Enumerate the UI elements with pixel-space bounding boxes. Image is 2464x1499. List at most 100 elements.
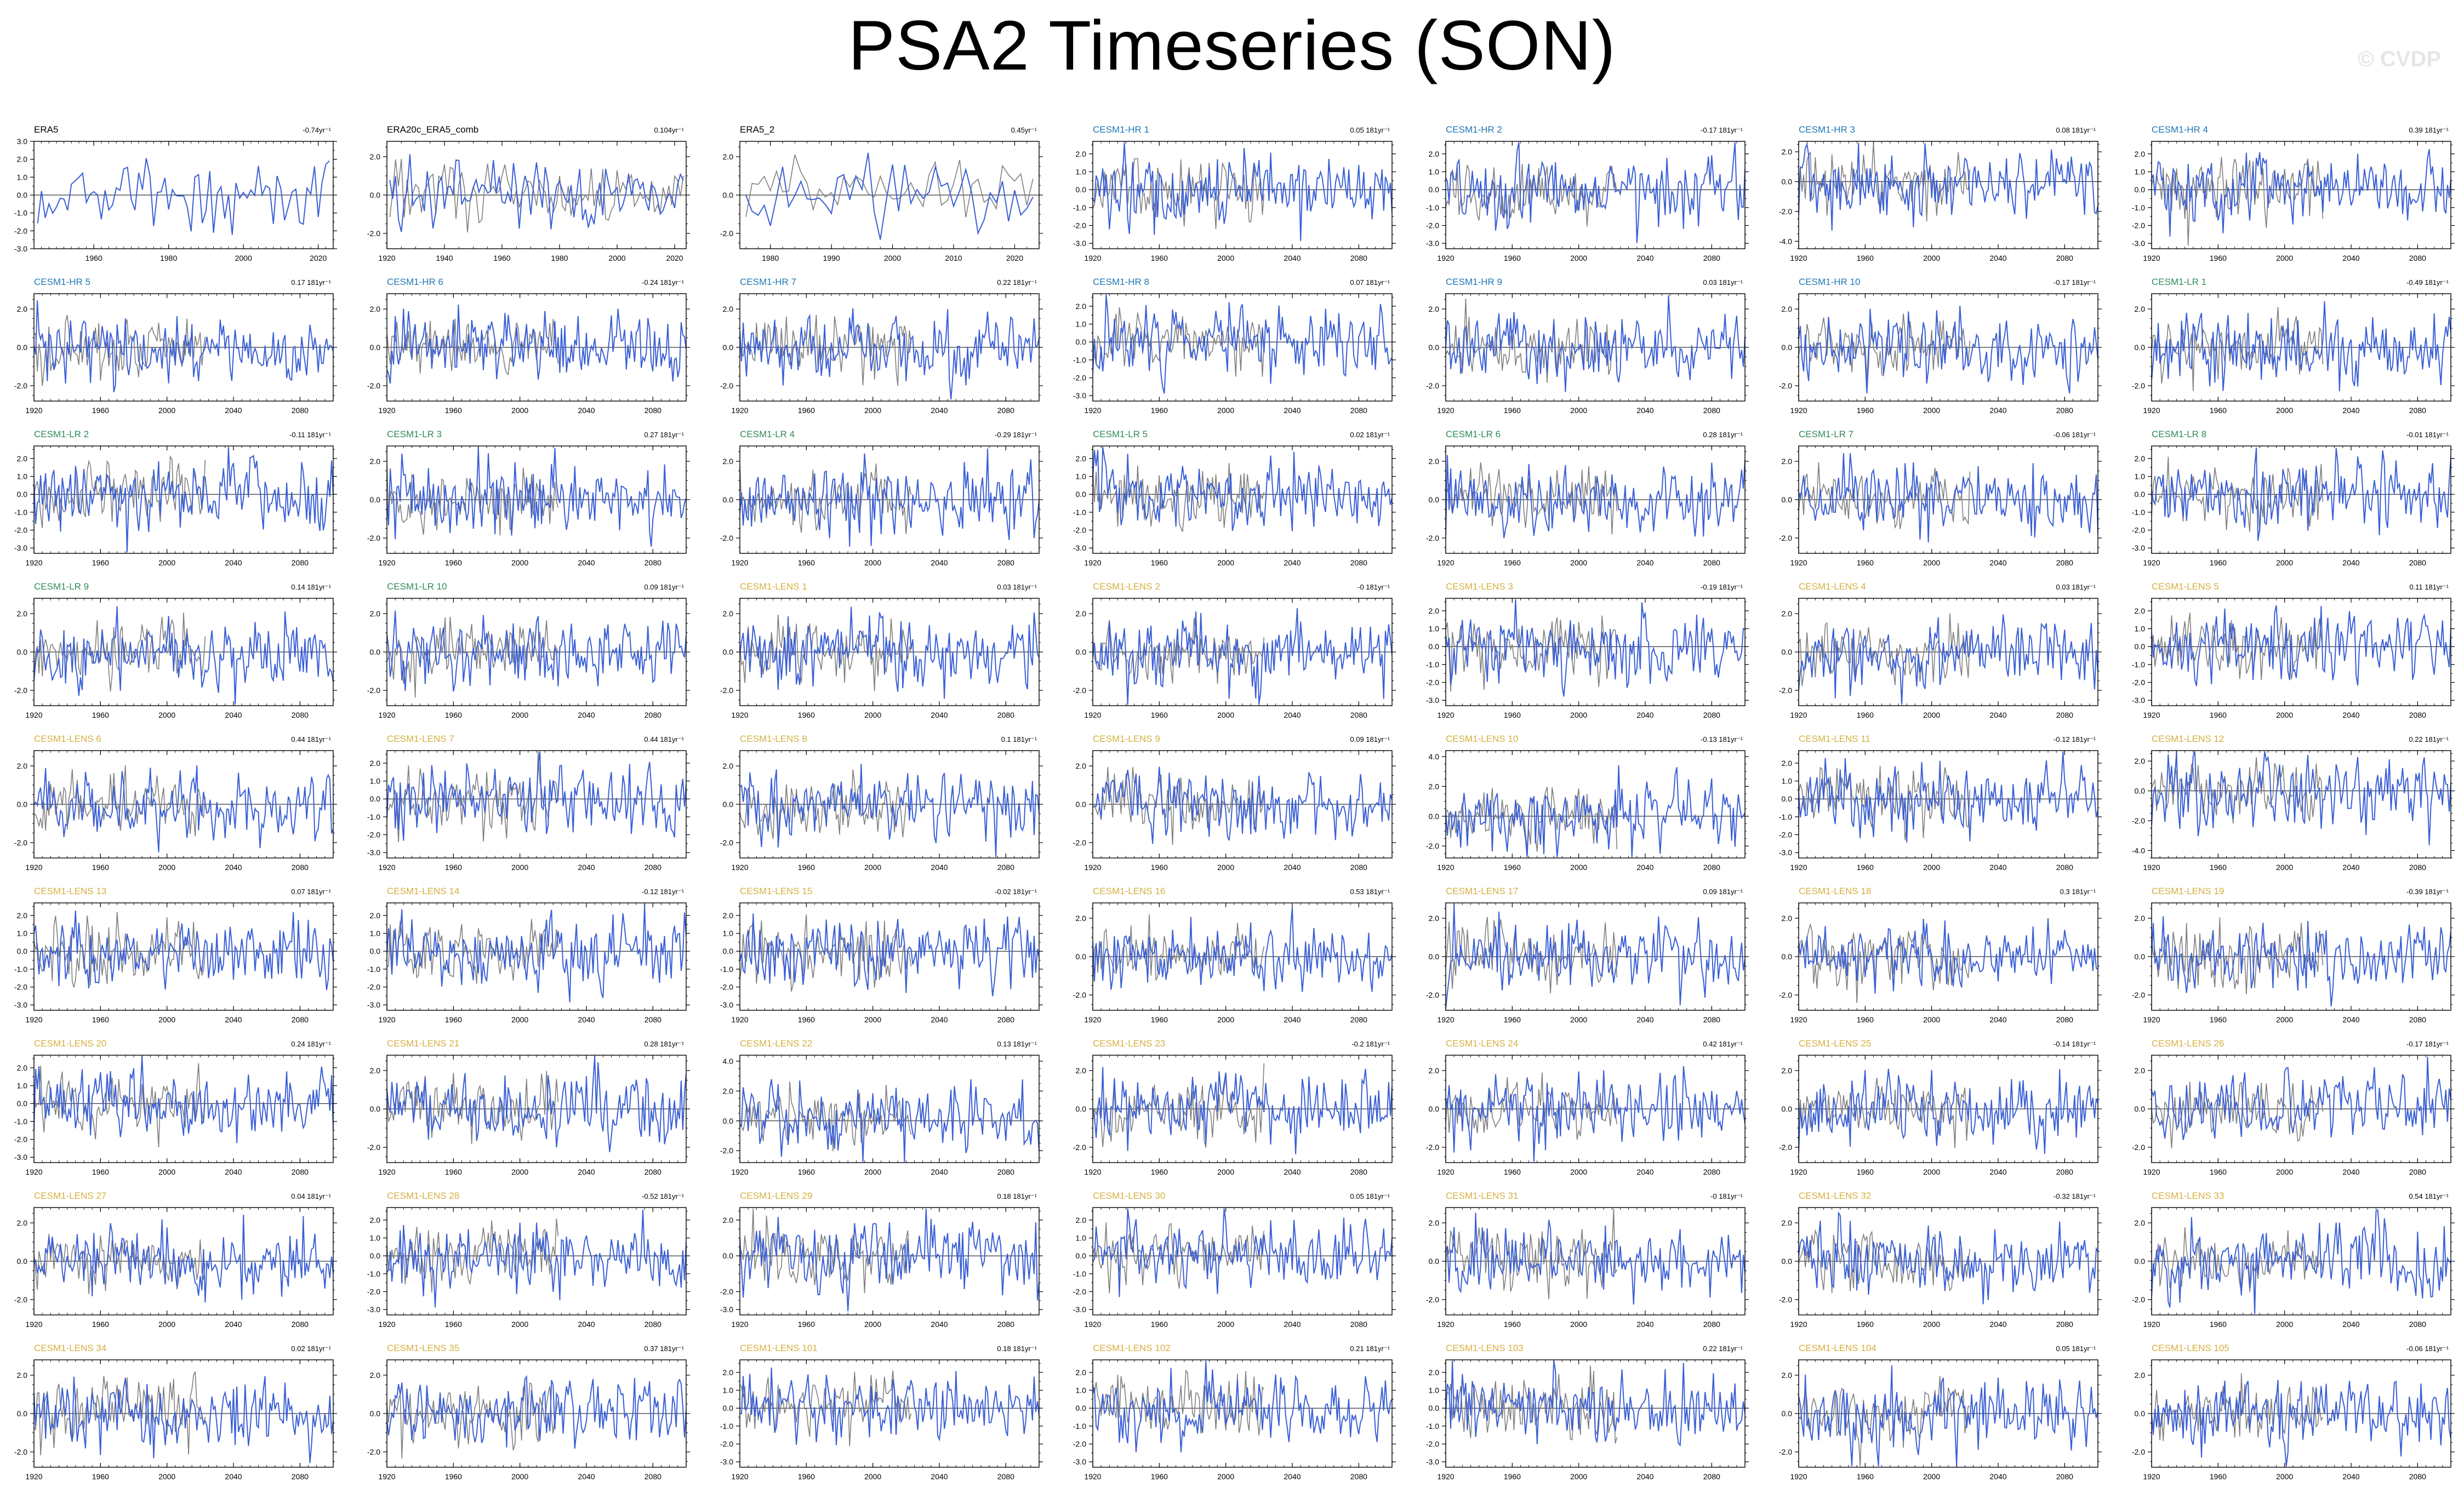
panel-trend: 0.45yr⁻¹ [1011,126,1037,134]
y-tick-label: -1.0 [720,965,733,974]
y-tick-label: 2.0 [1782,305,1793,313]
x-tick-label: 2000 [1923,863,1940,872]
x-tick-label: 1960 [445,863,462,872]
y-tick-label: -2.0 [367,686,380,695]
x-tick-label: 2040 [1989,863,2006,872]
y-tick-label: 0.0 [1076,337,1087,346]
y-tick-label: -3.0 [14,244,27,253]
x-tick-label: 1920 [731,558,748,567]
y-tick-label: 2.0 [17,609,28,618]
y-tick-label: -2.0 [1073,374,1086,382]
x-tick-label: 1960 [92,558,109,567]
x-tick-label: 2040 [225,558,242,567]
y-tick-label: 3.0 [17,137,28,146]
model-series-line [740,448,1039,547]
x-tick-label: 2080 [997,558,1014,567]
model-series-line [1093,447,1392,531]
y-tick-label: 0.0 [2135,787,2146,796]
x-tick-label: 1960 [1857,863,1874,872]
obs-series-line [745,155,1034,218]
y-tick-label: -2.0 [1779,831,1792,839]
y-tick-label: -3.0 [2132,239,2145,248]
x-tick-label: 2080 [2409,558,2426,567]
panel-trend: 0.53 181yr⁻¹ [1350,888,1390,896]
x-tick-label: 2080 [644,1015,661,1024]
x-tick-label: 1920 [2143,863,2160,872]
y-tick-label: -2.0 [720,229,733,238]
obs-series-line [1446,164,1618,227]
obs-series-line [387,464,559,536]
panel-trend: 0.08 181yr⁻¹ [2056,126,2096,134]
panel-trend: 0.22 181yr⁻¹ [997,278,1037,287]
y-tick-label: 0.0 [1429,495,1440,504]
y-tick-label: 1.0 [1429,168,1440,176]
y-tick-label: 2.0 [2135,305,2146,313]
panel: CESM1-HR 4 0.39 181yr⁻¹ 2.0 1.0 0.0 -1.0 -2.0 -… [2132,124,2455,262]
watermark: © CVDP [2358,47,2441,72]
panel: CESM1-LR 1 -0.49 181yr⁻¹ 2.0 0.0 -2.0 1920 196… [2132,277,2455,415]
obs-series-line [1446,615,1618,692]
x-tick-label: 2040 [578,1015,595,1024]
y-tick-label: -1.0 [1073,508,1086,517]
x-tick-label: 2080 [1350,406,1367,415]
model-series-line [1446,455,1745,539]
x-tick-label: 1960 [2210,558,2227,567]
y-tick-label: -2.0 [14,381,27,390]
x-tick-label: 2040 [931,711,948,719]
x-tick-label: 2080 [292,1015,309,1024]
x-tick-label: 2040 [225,863,242,872]
y-tick-label: -2.0 [367,983,380,992]
x-tick-label: 1920 [1790,863,1807,872]
panel-title: CESM1-LR 7 [1799,429,1853,439]
x-tick-label: 2040 [1284,863,1301,872]
obs-series-line [1093,307,1265,377]
panel-title: CESM1-LENS 10 [1446,734,1518,744]
panel: CESM1-LENS 15 -0.02 181yr⁻¹ 2.0 1.0 0.0 -1.0 -… [720,886,1043,1024]
x-tick-label: 2000 [1570,863,1587,872]
model-series-line [1093,294,1392,394]
y-tick-label: 2.0 [1429,607,1440,615]
x-tick-label: 2040 [931,1015,948,1024]
panel-title: CESM1-LENS 15 [740,886,812,896]
x-tick-label: 2040 [225,711,242,719]
y-tick-label: -2.0 [1779,686,1792,695]
panel: CESM1-HR 10 -0.17 181yr⁻¹ 2.0 0.0 -2.0 1920 19… [1779,277,2102,415]
y-tick-label: 2.0 [17,155,28,164]
panel-trend: -0.24 181yr⁻¹ [642,278,685,287]
y-tick-label: 0.0 [370,794,381,803]
x-tick-label: 1920 [1790,711,1807,719]
y-tick-label: 0.0 [1782,495,1793,504]
x-tick-label: 1960 [493,254,510,262]
y-tick-label: -1.0 [367,965,380,974]
y-tick-label: 0.0 [17,947,28,956]
y-tick-label: 0.0 [1076,490,1087,499]
x-tick-label: 1960 [92,406,109,415]
y-tick-label: -3.0 [1073,391,1086,400]
model-series-line [740,308,1039,400]
y-tick-label: 0.0 [723,800,734,809]
page-title: PSA2 Timeseries (SON) [0,1,2464,91]
y-tick-label: -1.0 [2132,508,2145,517]
y-tick-label: -3.0 [367,1000,380,1009]
model-series-line [387,751,686,841]
plot-frame [2151,445,2451,554]
x-tick-label: 2040 [1989,711,2006,719]
x-tick-label: 1960 [92,863,109,872]
y-tick-label: -2.0 [2132,526,2145,535]
x-tick-label: 2000 [511,711,528,719]
y-tick-label: 0.0 [1782,178,1793,186]
obs-series-line [34,314,206,386]
panel-title: CESM1-HR 7 [740,277,796,287]
x-tick-label: 2040 [931,558,948,567]
x-tick-label: 2000 [864,711,881,719]
y-tick-label: -3.0 [1426,239,1439,248]
panel: CESM1-LENS 9 0.09 181yr⁻¹ 2.0 0.0 -2.0 1920 19… [1073,734,1396,872]
panel-title: CESM1-LR 9 [34,581,89,592]
x-tick-label: 2080 [997,863,1014,872]
panel: CESM1-HR 2 -0.17 181yr⁻¹ 2.0 1.0 0.0 -1.0 -2.0… [1426,124,1749,262]
x-tick-label: 2000 [235,254,252,262]
y-tick-label: -2.0 [2132,221,2145,230]
panel: CESM1-HR 6 -0.24 181yr⁻¹ 2.0 0.0 -2.0 1920 196… [367,277,690,415]
x-tick-label: 2000 [1217,558,1234,567]
y-tick-label: 1.0 [2135,472,2146,481]
